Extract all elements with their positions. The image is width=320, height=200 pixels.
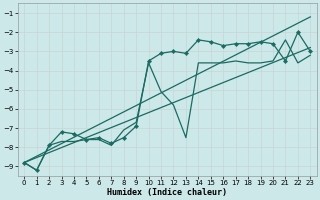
X-axis label: Humidex (Indice chaleur): Humidex (Indice chaleur) [107,188,227,197]
